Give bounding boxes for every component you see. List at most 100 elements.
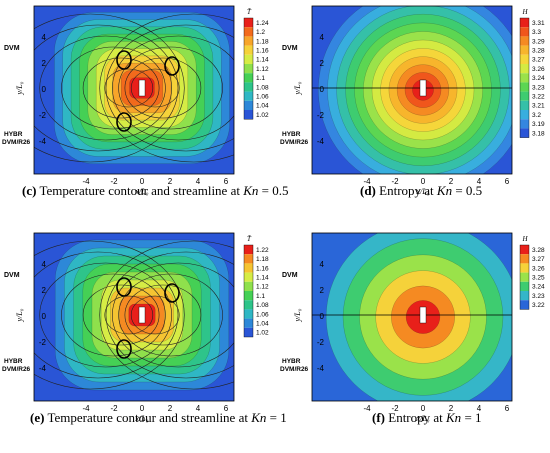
colorbar-tick-label: 1.04 bbox=[256, 103, 269, 110]
vortex-core bbox=[164, 56, 180, 76]
colorbar-tick-label: 3.19 bbox=[532, 121, 545, 128]
vortex-core bbox=[116, 112, 132, 132]
label-hybr: HYBR bbox=[4, 358, 23, 365]
colorbar-swatch bbox=[520, 281, 529, 291]
y-axis-label: y/L₀ bbox=[293, 81, 302, 95]
colorbar-swatch bbox=[520, 254, 529, 264]
colorbar-tick-label: 1.02 bbox=[256, 330, 269, 337]
colorbar-swatch bbox=[244, 327, 253, 337]
x-tick-label: -2 bbox=[391, 404, 399, 413]
colorbar-tick-label: 1.04 bbox=[256, 321, 269, 328]
x-tick-label: 6 bbox=[505, 404, 510, 413]
streamline bbox=[34, 240, 185, 390]
colorbar-swatch bbox=[244, 254, 253, 264]
x-tick-label: 0 bbox=[140, 404, 145, 413]
streamline bbox=[82, 284, 160, 346]
colorbar-swatch bbox=[520, 291, 529, 301]
colorbar-swatch bbox=[520, 45, 529, 55]
streamline bbox=[99, 13, 234, 163]
label-hybr: HYBR bbox=[282, 131, 301, 138]
plot-frame bbox=[33, 232, 235, 402]
label-dvm: DVM bbox=[282, 45, 298, 52]
x-tick-label: -4 bbox=[82, 177, 90, 186]
y-tick-label: 0 bbox=[42, 312, 47, 321]
streamlines bbox=[34, 13, 234, 163]
label-dvm-r26: DVM/R26 bbox=[280, 139, 309, 146]
y-tick-label: -4 bbox=[317, 137, 325, 146]
x-tick-label: 6 bbox=[224, 177, 229, 186]
y-tick-label: 4 bbox=[42, 260, 47, 269]
colorbar-title: T̄ bbox=[247, 8, 252, 16]
colorbar-swatch bbox=[244, 300, 253, 310]
streamline bbox=[112, 262, 234, 368]
streamline bbox=[34, 13, 185, 163]
colorbar-tick-label: 1.16 bbox=[256, 48, 269, 55]
streamline bbox=[104, 68, 154, 108]
colorbar-tick-label: 3.28 bbox=[532, 247, 545, 254]
colorbar-frame bbox=[243, 244, 254, 338]
colorbar-swatch bbox=[244, 318, 253, 328]
colorbar-swatch bbox=[244, 100, 253, 110]
colorbar-tick-label: 1.16 bbox=[256, 265, 269, 272]
colorbar-swatch bbox=[520, 36, 529, 46]
body-obstacle bbox=[419, 306, 427, 324]
x-tick-label: -2 bbox=[110, 177, 118, 186]
vortex-core bbox=[164, 283, 180, 303]
colorbar-title: H bbox=[521, 235, 528, 243]
plot-frame bbox=[33, 5, 235, 175]
colorbar-tick-label: 1.12 bbox=[256, 66, 269, 73]
colorbar-swatch bbox=[520, 54, 529, 64]
y-tick-label: -2 bbox=[39, 338, 47, 347]
colorbar: T̄ 1.22 1.18 1.16 1.14 1.12 1.1 1.08 1.06 1.04 1.0… bbox=[243, 235, 269, 338]
colorbar-tick-label: 1.2 bbox=[256, 29, 265, 36]
colorbar-swatch bbox=[520, 82, 529, 92]
colorbar-tick-label: 3.3 bbox=[532, 29, 541, 36]
vortex-core bbox=[116, 339, 132, 359]
streamline bbox=[124, 284, 202, 346]
colorbar-tick-label: 3.25 bbox=[532, 275, 545, 282]
colorbar-tick-label: 3.2 bbox=[532, 112, 541, 119]
colorbar-swatch bbox=[244, 54, 253, 64]
colorbar: H 3.31 3.3 3.29 3.28 3.27 3.26 3.24 3.23 3.22 3.21… bbox=[519, 8, 545, 138]
streamline bbox=[34, 251, 179, 379]
body-obstacle bbox=[138, 306, 146, 324]
colorbar-tick-label: 1.06 bbox=[256, 311, 269, 318]
colorbar-tick-label: 3.27 bbox=[532, 256, 545, 263]
caption-c: (c) Temperature contour and streamline a… bbox=[22, 183, 289, 198]
x-tick-label: 2 bbox=[449, 177, 454, 186]
colorbar-swatch bbox=[520, 110, 529, 120]
colorbar-title: H bbox=[521, 8, 528, 16]
streamline bbox=[124, 57, 202, 119]
streamline bbox=[104, 295, 154, 335]
colorbar-tick-label: 3.21 bbox=[532, 103, 545, 110]
streamline bbox=[99, 240, 234, 390]
y-tick-label: 4 bbox=[320, 260, 325, 269]
y-tick-label: 2 bbox=[320, 286, 325, 295]
colorbar-swatch bbox=[520, 263, 529, 273]
colorbar-tick-label: 1.08 bbox=[256, 302, 269, 309]
colorbar-swatch bbox=[244, 91, 253, 101]
colorbar-tick-label: 1.1 bbox=[256, 293, 265, 300]
colorbar-swatch bbox=[244, 272, 253, 282]
streamline bbox=[118, 273, 223, 357]
colorbar-tick-label: 1.12 bbox=[256, 284, 269, 291]
y-tick-label: -2 bbox=[317, 338, 325, 347]
colorbar-swatch bbox=[244, 110, 253, 120]
contour-field bbox=[312, 233, 512, 401]
colorbar-tick-label: 3.18 bbox=[532, 130, 545, 137]
colorbar-swatch bbox=[520, 119, 529, 129]
x-tick-label: -4 bbox=[363, 177, 371, 186]
y-tick-label: 2 bbox=[42, 286, 47, 295]
colorbar-frame bbox=[519, 244, 530, 310]
streamline bbox=[130, 295, 180, 335]
x-axis-label: x/L₀ bbox=[134, 414, 148, 423]
colorbar-swatch bbox=[244, 263, 253, 273]
x-tick-label: 0 bbox=[421, 177, 426, 186]
y-tick-label: -4 bbox=[317, 364, 325, 373]
streamlines bbox=[34, 240, 234, 390]
x-tick-label: 2 bbox=[449, 404, 454, 413]
colorbar-tick-label: 1.18 bbox=[256, 38, 269, 45]
streamline bbox=[39, 262, 172, 368]
